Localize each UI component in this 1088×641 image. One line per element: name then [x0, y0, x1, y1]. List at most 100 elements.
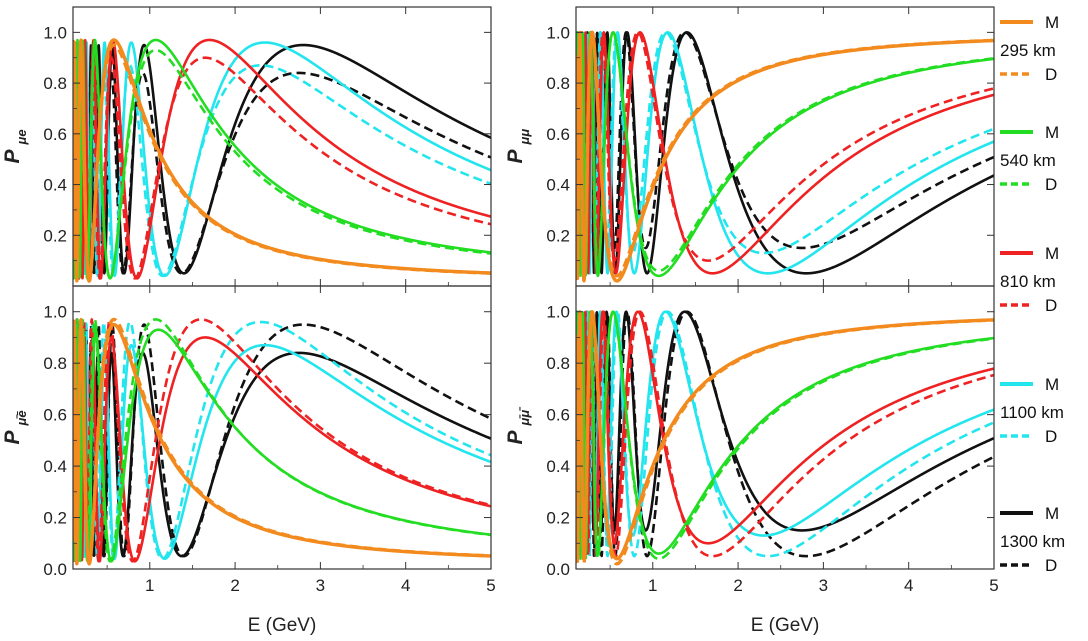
series-line-1100-km-m: [576, 31, 994, 275]
series-line-540-km-m: [576, 310, 994, 555]
legend-model-label: M: [1045, 504, 1059, 523]
y-axis-title: Pμ̄ē: [1, 410, 29, 444]
legend-data-label: D: [1045, 175, 1057, 194]
series-line-1300-km-d: [576, 31, 994, 250]
y-tick-label: 0.8: [546, 354, 570, 373]
series-line-810-km-m: [73, 38, 491, 280]
y-tick-label: 0.8: [43, 74, 67, 93]
y-tick-label: 1.0: [43, 23, 67, 42]
legend-group: M 1300 km D: [1000, 504, 1065, 575]
series-line-810-km-d: [576, 31, 994, 262]
series-line-1100-km-m: [576, 310, 994, 537]
legend-model-label: M: [1045, 375, 1059, 394]
series-line-810-km-m: [73, 336, 491, 563]
y-axis-title-main: P: [1, 149, 24, 164]
series-line-1100-km-d: [576, 31, 994, 255]
x-tick-label: 2: [733, 576, 742, 595]
legend-data-label: D: [1045, 427, 1057, 446]
series-line-810-km-m: [576, 31, 994, 275]
y-tick-label: 1.0: [546, 303, 570, 322]
series-line-295-km-d: [73, 317, 491, 566]
series-line-810-km-d: [576, 310, 994, 558]
x-tick-label: 4: [904, 576, 913, 595]
series-line-1100-km-d: [576, 310, 994, 558]
legend-data-label: D: [1045, 556, 1057, 575]
legend: M 295 km D M 540 km D M 810 km D M 1100 km D M 1300 k…: [1000, 13, 1065, 575]
series-line-540-km-d: [73, 318, 491, 563]
plot-frame: [575, 285, 995, 570]
x-axis-title: E (GeV): [751, 615, 820, 636]
y-axis-title-main: P: [504, 430, 527, 445]
x-tick-label: 5: [486, 576, 495, 595]
y-tick-label: 1.0: [43, 303, 67, 322]
series-line-1300-km-m: [576, 31, 994, 275]
legend-model-label: M: [1045, 123, 1059, 142]
y-tick-label: 0.2: [43, 509, 67, 528]
panel-bottom-right: 0.0 0.2 0.4 0.6 0.8 1.0 1 2 3 4 5 E (GeV) Pμ̄μ̄: [504, 285, 999, 636]
x-tick-label: 3: [316, 576, 325, 595]
series-line-295-km-d: [576, 310, 994, 566]
y-tick-label: 0.2: [546, 226, 570, 245]
y-tick-label: 0.6: [43, 406, 67, 425]
y-tick-label: 0.8: [43, 354, 67, 373]
legend-baseline-label: 810 km: [1000, 272, 1056, 291]
series-line-1100-km-d: [73, 320, 491, 561]
y-axis-title-main: P: [1, 430, 24, 445]
y-axis-title-main: P: [504, 149, 527, 164]
series-line-1100-km-d: [73, 64, 491, 278]
y-tick-label: 0.0: [43, 560, 67, 579]
x-tick-label: 2: [230, 576, 239, 595]
y-axis-title: Pμ̄μ̄: [504, 406, 532, 445]
y-tick-label: 0.4: [43, 176, 67, 195]
y-axis-title-subscript: μμ: [517, 129, 532, 146]
series-line-540-km-m: [576, 31, 994, 278]
legend-baseline-label: 540 km: [1000, 151, 1056, 170]
legend-baseline-label: 1300 km: [1000, 532, 1065, 551]
y-tick-label: 0.8: [546, 74, 570, 93]
legend-model-label: M: [1045, 13, 1059, 32]
series-line-1300-km-m: [73, 43, 491, 275]
legend-group: M 540 km D: [1000, 123, 1059, 194]
series-line-540-km-d: [576, 310, 994, 561]
panel-top-left: 0.2 0.4 0.6 0.8 1.0 Pμe: [1, 6, 492, 287]
series-line-1300-km-d: [576, 310, 994, 558]
series-line-540-km-d: [73, 48, 491, 280]
y-axis-title-subscript: μe: [14, 129, 29, 145]
legend-baseline-label: 295 km: [1000, 41, 1056, 60]
y-tick-label: 0.2: [546, 509, 570, 528]
series-line-810-km-m: [576, 310, 994, 545]
y-tick-label: 0.2: [43, 226, 67, 245]
series-line-540-km-d: [576, 31, 994, 273]
legend-group: M 295 km D: [1000, 13, 1059, 84]
y-tick-label: 1.0: [546, 23, 570, 42]
series-line-540-km-m: [73, 38, 491, 280]
legend-group: M 810 km D: [1000, 244, 1059, 315]
series-line-1300-km-m: [576, 310, 994, 532]
y-axis-title: Pμe: [1, 129, 29, 163]
y-axis-title-subscript: μ̄μ̄: [517, 406, 532, 427]
x-tick-label: 1: [145, 576, 154, 595]
x-tick-label: 5: [989, 576, 998, 595]
legend-data-label: D: [1045, 65, 1057, 84]
series-line-1300-km-d: [73, 323, 491, 558]
y-tick-label: 0.4: [43, 457, 67, 476]
plot-frame: [72, 285, 492, 570]
series-line-1100-km-m: [73, 41, 491, 278]
legend-data-label: D: [1045, 296, 1057, 315]
y-tick-label: 0.4: [546, 176, 570, 195]
legend-group: M 1100 km D: [1000, 375, 1064, 446]
y-tick-label: 0.6: [546, 125, 570, 144]
series-line-810-km-d: [73, 318, 491, 563]
y-axis-title-subscript: μ̄ē: [14, 410, 29, 426]
x-tick-label: 3: [819, 576, 828, 595]
x-tick-label: 4: [401, 576, 410, 595]
legend-baseline-label: 1100 km: [1000, 403, 1064, 422]
series-line-810-km-d: [73, 56, 491, 280]
y-axis-title: Pμμ: [504, 129, 532, 164]
panel-bottom-left: 0.0 0.2 0.4 0.6 0.8 1.0 1 2 3 4 5 E (GeV) Pμ̄ē: [1, 285, 496, 636]
y-tick-label: 0.6: [43, 125, 67, 144]
panel-top-right: 0.2 0.4 0.6 0.8 1.0 Pμμ: [504, 6, 995, 287]
y-tick-label: 0.4: [546, 457, 570, 476]
y-tick-label: 0.0: [546, 560, 570, 579]
